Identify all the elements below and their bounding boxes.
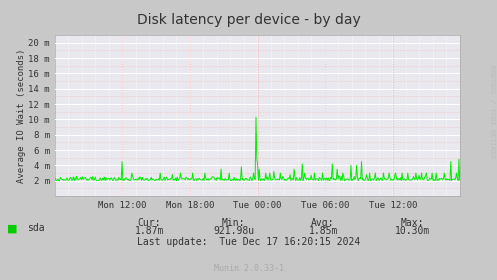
Y-axis label: Average IO Wait (seconds): Average IO Wait (seconds) (16, 48, 25, 183)
Text: sda: sda (27, 223, 45, 233)
Text: 10.30m: 10.30m (395, 226, 430, 236)
Text: Cur:: Cur: (137, 218, 161, 228)
Text: Disk latency per device - by day: Disk latency per device - by day (137, 13, 360, 27)
Text: Munin 2.0.33-1: Munin 2.0.33-1 (214, 264, 283, 273)
Text: Max:: Max: (401, 218, 424, 228)
Text: ■: ■ (7, 223, 18, 233)
Text: RRDTOOL / TOBI OETIKER: RRDTOOL / TOBI OETIKER (489, 65, 495, 159)
Text: 921.98u: 921.98u (213, 226, 254, 236)
Text: Min:: Min: (222, 218, 246, 228)
Text: 1.87m: 1.87m (134, 226, 164, 236)
Text: Avg:: Avg: (311, 218, 335, 228)
Text: Last update:  Tue Dec 17 16:20:15 2024: Last update: Tue Dec 17 16:20:15 2024 (137, 237, 360, 247)
Text: 1.85m: 1.85m (308, 226, 338, 236)
